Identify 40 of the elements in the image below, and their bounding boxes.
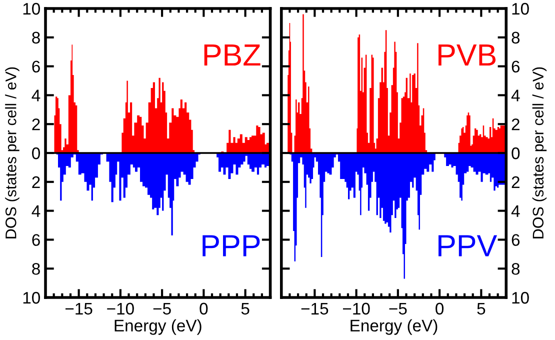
x-tick-label: −15 — [65, 302, 92, 315]
y-tick-label: 2 — [32, 176, 40, 188]
x-tick-label: −5 — [389, 302, 407, 315]
x-tick-label: −10 — [107, 302, 134, 315]
series-label: PBZ — [204, 44, 260, 66]
x-axis-title: Energy (eV) — [350, 319, 438, 335]
y-tick-label: 4 — [32, 205, 40, 217]
y-tick-label: 10 — [23, 2, 40, 15]
y-tick-label: 4 — [32, 90, 40, 102]
y-tick-label: 10 — [512, 2, 529, 15]
y-tick-label: 0 — [512, 147, 520, 160]
y-tick-label: 4 — [511, 205, 520, 217]
x-axis-title: Energy (eV) — [114, 319, 202, 335]
y-tick-label: 0 — [32, 147, 40, 160]
y-tick-label: 2 — [512, 118, 520, 130]
x-tick-label: −10 — [342, 302, 370, 315]
series-label: PVB — [438, 44, 496, 66]
y-tick-label: 6 — [512, 60, 520, 73]
y-tick-label: 6 — [32, 234, 40, 246]
y-tick-label: 2 — [32, 118, 40, 130]
x-tick-label: 0 — [200, 302, 208, 315]
y-tick-label: 8 — [512, 32, 520, 44]
x-tick-label: 5 — [241, 302, 250, 315]
x-tick-label: 5 — [477, 302, 486, 315]
y-axis-title: DOS (states per cell / eV) — [532, 67, 547, 238]
y-tick-label: 10 — [23, 292, 40, 304]
y-tick-label: 8 — [32, 263, 40, 275]
y-tick-label: 4 — [511, 90, 520, 102]
y-tick-label: 10 — [512, 292, 529, 304]
y-tick-label: 6 — [32, 60, 40, 73]
series-label: PPP — [202, 235, 260, 256]
x-tick-label: 0 — [436, 302, 444, 315]
y-tick-label: 8 — [512, 263, 520, 275]
y-tick-label: 2 — [512, 176, 520, 188]
y-axis-title: DOS (states per cell / eV) — [5, 67, 20, 238]
y-tick-label: 8 — [32, 32, 40, 44]
x-tick-label: −5 — [153, 302, 171, 315]
x-tick-label: −15 — [301, 302, 328, 315]
y-tick-label: 6 — [512, 234, 520, 246]
series-label: PPV — [438, 235, 498, 256]
